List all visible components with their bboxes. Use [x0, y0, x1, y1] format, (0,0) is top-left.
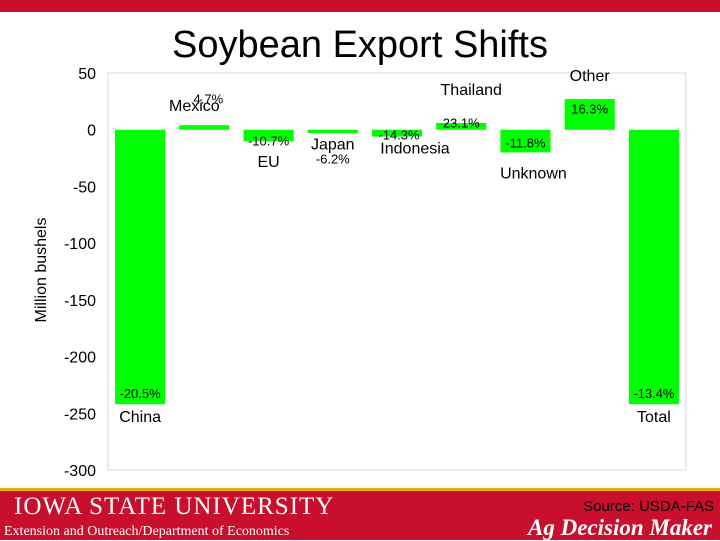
category-label: Mexico — [169, 98, 220, 115]
percent-label: 16.3% — [571, 102, 608, 117]
percent-label: -6.2% — [316, 152, 350, 167]
bar-unknown — [500, 129, 551, 153]
bars — [115, 99, 679, 405]
category-label: EU — [257, 154, 279, 171]
percent-label: -20.5% — [120, 386, 162, 401]
category-label: Unknown — [500, 165, 567, 182]
y-tick-label: 0 — [87, 123, 96, 140]
percent-label: -13.4% — [633, 386, 675, 401]
percent-label: 4.7% — [194, 92, 224, 107]
category-label: Indonesia — [380, 141, 449, 158]
source-note: Source: USDA-FAS — [583, 498, 714, 515]
percent-label: -14.3% — [378, 128, 420, 143]
y-tick-label: -300 — [64, 463, 96, 480]
bar-japan — [307, 129, 358, 134]
top-accent-bar — [0, 0, 720, 12]
bar-eu — [243, 129, 294, 142]
y-axis-label: Million bushels — [33, 218, 50, 323]
category-label: Other — [570, 68, 611, 85]
bar-mexico — [179, 125, 230, 130]
brand-name: Ag Decision Maker — [528, 515, 712, 540]
page-title: Soybean Export Shifts — [172, 24, 548, 66]
y-tick-labels: 50 0 -50 -100 -150 -200 -250 -300 — [64, 66, 96, 480]
bar-other — [564, 99, 615, 130]
bar-chart: Million bushels 50 0 -50 -100 -150 -200 -250 -3… — [33, 66, 687, 480]
y-tick-label: -150 — [64, 293, 96, 310]
percent-label: -10.7% — [248, 134, 290, 149]
y-tick-label: -200 — [64, 350, 96, 367]
category-label: Thailand — [441, 82, 502, 99]
bar-china — [115, 129, 166, 405]
percent-label: -11.8% — [505, 136, 546, 151]
plot-area — [107, 72, 687, 471]
bar-indonesia — [371, 129, 423, 137]
percent-label: 23.1% — [443, 116, 480, 131]
bar-total — [628, 129, 679, 405]
category-label: Japan — [311, 137, 355, 154]
university-name: IOWA STATE UNIVERSITY — [14, 493, 335, 520]
y-tick-label: 50 — [78, 66, 96, 83]
footer-bar: IOWA STATE UNIVERSITY Extension and Outr… — [0, 488, 720, 540]
category-label: China — [119, 409, 161, 426]
y-tick-label: -50 — [73, 179, 96, 196]
y-tick-label: -100 — [64, 236, 96, 253]
bar-thailand — [436, 122, 487, 130]
category-label: Total — [637, 409, 671, 426]
department-name: Extension and Outreach/Department of Eco… — [4, 524, 290, 539]
y-tick-label: -250 — [64, 406, 96, 423]
